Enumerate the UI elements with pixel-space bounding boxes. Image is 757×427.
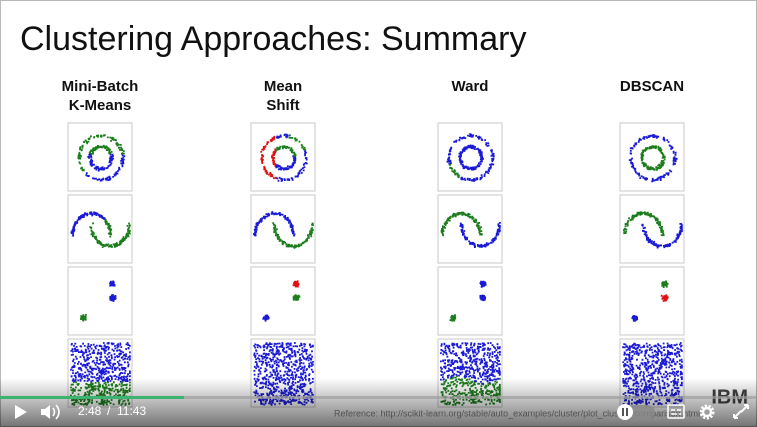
- volume-button[interactable]: [41, 404, 60, 420]
- scatter-cluster: [70, 211, 106, 237]
- captions-lines: [671, 409, 681, 415]
- plot-thumbnail: [437, 266, 503, 336]
- plot-thumbnail: [250, 266, 316, 336]
- plot-thumbnail: [67, 194, 133, 264]
- scatter-cluster: [262, 314, 270, 322]
- scatter-cluster: [272, 222, 314, 249]
- time-current: 2:48: [78, 404, 102, 418]
- scatter-cluster: [89, 219, 131, 248]
- column-title: K-Means: [69, 97, 132, 114]
- scatter-cluster: [80, 314, 87, 322]
- scatter-cluster: [631, 315, 639, 322]
- time-separator: /: [107, 404, 111, 418]
- scatter-cluster: [449, 314, 457, 322]
- volume-icon: [41, 405, 50, 419]
- column-title: Ward: [452, 78, 489, 95]
- captions-button[interactable]: [667, 404, 685, 419]
- column-title: Mini-Batch: [62, 78, 139, 95]
- plot-thumbnail: [250, 194, 316, 264]
- scatter-cluster: [253, 211, 296, 237]
- scatter-cluster: [77, 134, 125, 172]
- progress-track[interactable]: [0, 396, 757, 399]
- scatter-cluster: [109, 280, 117, 302]
- control-shade: [0, 378, 757, 427]
- scatter-cluster: [275, 133, 308, 182]
- scatter-cluster: [661, 280, 669, 288]
- plot-thumbnail: [437, 194, 503, 264]
- scatter-cluster: [292, 294, 301, 301]
- scatter-cluster: [623, 211, 665, 237]
- toggle-pause-bar: [622, 408, 624, 416]
- scatter-cluster: [459, 222, 501, 248]
- scatter-cluster: [640, 145, 666, 171]
- gear-teeth: [699, 404, 715, 420]
- time-total: 11:43: [117, 404, 146, 418]
- fullscreen-button[interactable]: [733, 404, 749, 419]
- plot-thumbnail: [619, 194, 685, 264]
- toggle-pause-bar: [626, 408, 628, 416]
- scatter-cluster: [660, 294, 669, 302]
- captions-icon: [667, 404, 685, 419]
- scatter-cluster: [70, 342, 131, 383]
- volume-waves: [52, 404, 60, 420]
- scatter-cluster: [292, 280, 300, 288]
- speed-toggle[interactable]: [617, 404, 655, 420]
- scatter-cluster: [85, 153, 126, 182]
- control-bar: 2:48 / 11:43: [0, 378, 757, 427]
- gear-body: [701, 406, 713, 418]
- scatter-cluster: [641, 223, 683, 249]
- scatter-cluster: [260, 135, 277, 180]
- scatter-cluster: [479, 280, 487, 302]
- scatter-cluster: [440, 211, 483, 237]
- plot-thumbnail: [619, 266, 685, 336]
- play-button[interactable]: [15, 405, 27, 419]
- column-title: Mean: [264, 78, 302, 95]
- slide-title: Clustering Approaches: Summary: [20, 20, 526, 58]
- toggle-knob: [617, 404, 633, 420]
- scatter-cluster: [440, 342, 501, 385]
- scatter-cluster: [448, 163, 460, 179]
- progress-played: [0, 396, 184, 399]
- column-title: DBSCAN: [620, 78, 684, 95]
- column-title: Shift: [266, 97, 299, 114]
- plot-thumbnail: [67, 266, 133, 336]
- settings-button[interactable]: [699, 404, 715, 420]
